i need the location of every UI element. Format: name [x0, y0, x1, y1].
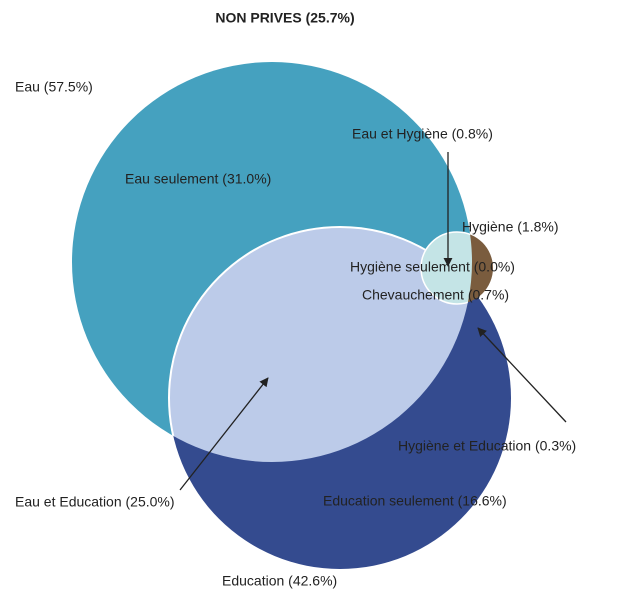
- eau-hygiene-overlap: [420, 231, 472, 305]
- label: Eau (57.5%): [15, 79, 93, 95]
- label: Chevauchement (0.7%): [362, 287, 509, 303]
- title: NON PRIVES (25.7%): [215, 10, 354, 26]
- label: Eau et Hygiène (0.8%): [352, 126, 493, 142]
- label: Hygiène seulement (0.0%): [350, 259, 515, 275]
- arrow: [477, 327, 567, 423]
- label: Eau et Education (25.0%): [15, 494, 175, 510]
- label: Education seulement (16.6%): [323, 493, 507, 509]
- eau-education-overlap: [168, 226, 472, 462]
- label: Hygiène et Education (0.3%): [398, 438, 576, 454]
- label: Eau seulement (31.0%): [125, 171, 271, 187]
- label: Education (42.6%): [222, 573, 337, 589]
- arrow: [179, 377, 269, 491]
- label: Hygiène (1.8%): [462, 219, 559, 235]
